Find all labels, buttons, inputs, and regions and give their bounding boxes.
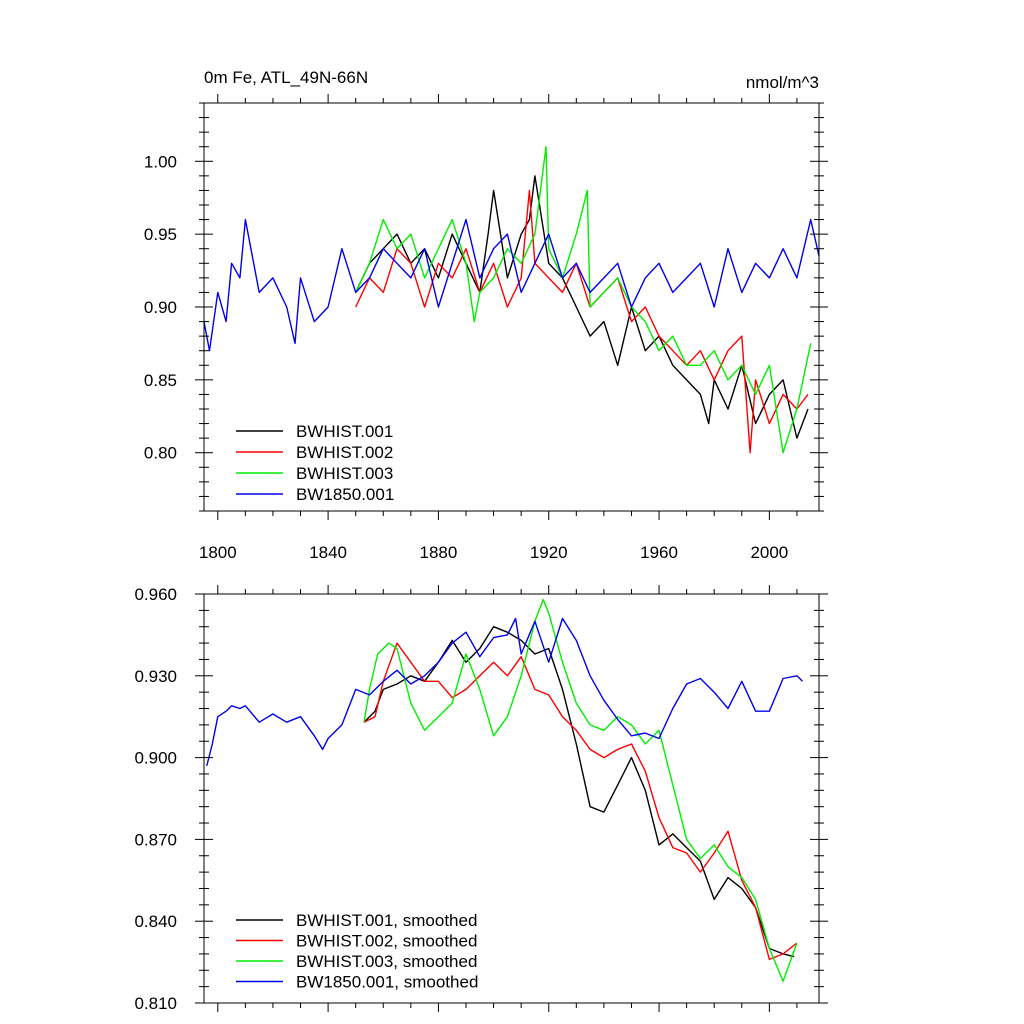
bottom-panel: 0.810 0.840 0.870 0.900 0.930 0.960 BWHIST.001… <box>134 585 828 1013</box>
y-tick-label: 0.90 <box>144 298 177 317</box>
x-tick-label: 1960 <box>640 543 678 562</box>
legend-label-3: BW1850.001 <box>296 485 394 504</box>
x-tick-label: 1920 <box>530 543 568 562</box>
legend-label-1: BWHIST.002 <box>296 443 393 462</box>
y-tick-label: 0.960 <box>134 585 177 604</box>
y-tick-label: 0.85 <box>144 371 177 390</box>
legend-label-2: BWHIST.003 <box>296 464 393 483</box>
legend-label-0: BWHIST.001, smoothed <box>296 911 477 930</box>
series-line-1 <box>355 189 809 454</box>
y-tick-label: 1.00 <box>144 152 177 171</box>
series-line-3 <box>203 218 820 352</box>
series-line-3 <box>206 617 803 766</box>
y-tick-label: 0.95 <box>144 225 177 244</box>
series-line-0 <box>355 175 809 439</box>
plot-frame <box>203 593 820 1004</box>
y-tick-label: 0.930 <box>134 667 177 686</box>
y-tick-label: 0.870 <box>134 830 177 849</box>
series-line-0 <box>363 626 795 958</box>
y-tick-label: 0.840 <box>134 912 177 931</box>
series-line-2 <box>363 598 798 982</box>
top-panel: 0m Fe, ATL_49N-66N nmol/m^3 1800 1840 1880… <box>144 68 828 562</box>
y-tick-label: 0.80 <box>144 444 177 463</box>
chart-title: 0m Fe, ATL_49N-66N <box>204 68 368 87</box>
y-tick-label: 0.810 <box>134 994 177 1013</box>
legend-label-0: BWHIST.001 <box>296 422 393 441</box>
x-tick-label: 1840 <box>309 543 347 562</box>
y-tick-label: 0.900 <box>134 749 177 768</box>
legend-label-3: BW1850.001, smoothed <box>296 973 478 992</box>
series-line-2 <box>355 145 812 454</box>
units-label: nmol/m^3 <box>746 73 819 92</box>
series-line-1 <box>363 642 798 961</box>
x-tick-label: 1800 <box>199 543 237 562</box>
x-tick-label: 2000 <box>750 543 788 562</box>
legend-label-1: BWHIST.002, smoothed <box>296 932 477 951</box>
x-tick-label: 1880 <box>420 543 458 562</box>
legend-label-2: BWHIST.003, smoothed <box>296 952 477 971</box>
